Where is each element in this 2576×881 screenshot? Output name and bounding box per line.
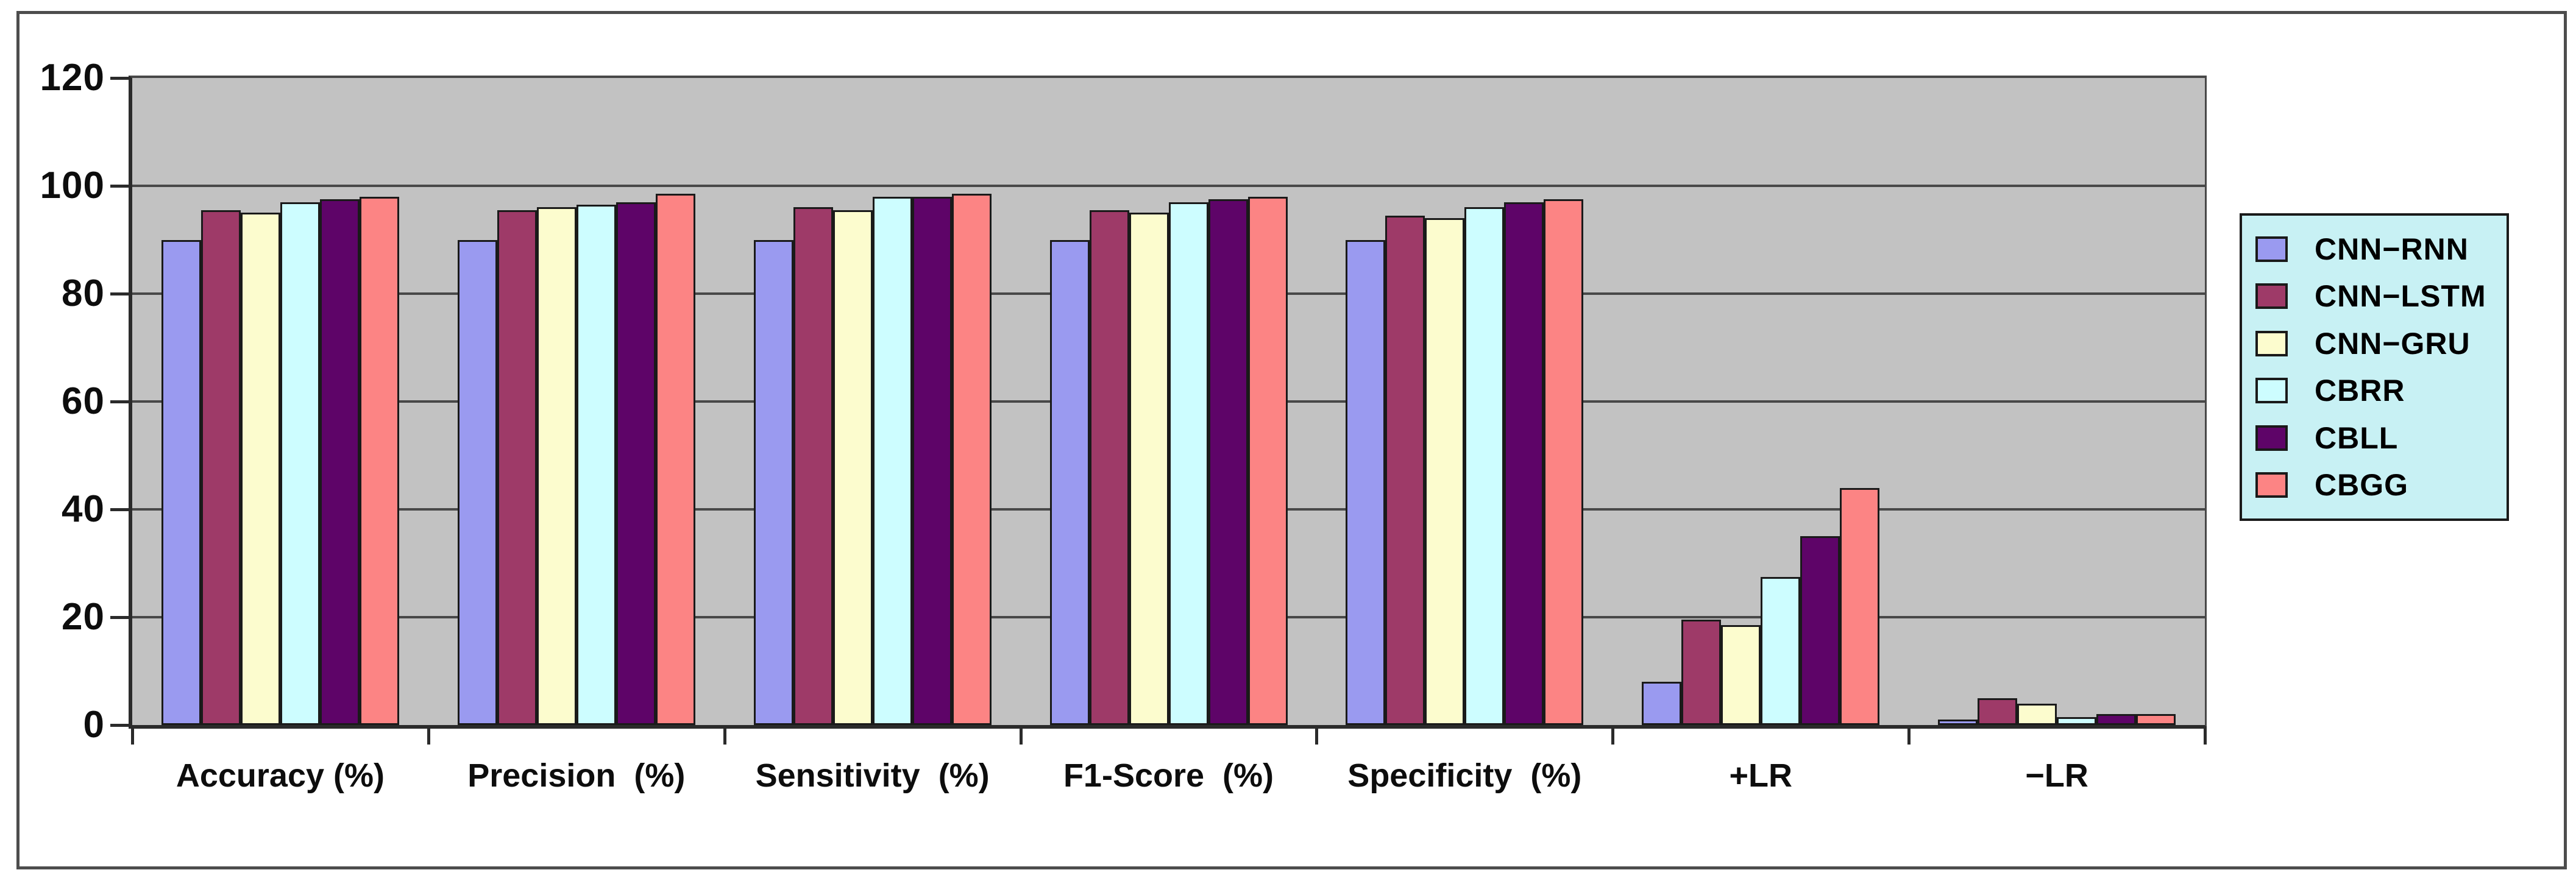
- legend-item-CBRR: CBRR: [2255, 373, 2507, 408]
- bar-CBRR-Sensitivity (%): [872, 196, 912, 725]
- bar-CNN−GRU-−LR: [2017, 703, 2057, 725]
- y-tick-mark-0: [110, 724, 129, 727]
- bar-CNN−LSTM-Accuracy (%): [200, 210, 241, 725]
- legend-swatch-icon: [2255, 425, 2288, 451]
- plot-area: [129, 76, 2207, 729]
- bar-CNN−LSTM-+LR: [1681, 620, 1722, 725]
- legend-swatch-icon: [2255, 472, 2288, 498]
- y-tick-label-60: 60: [62, 380, 105, 422]
- bar-CBGG-−LR: [2136, 714, 2176, 725]
- legend-label: CNN−RNN: [2315, 232, 2469, 266]
- bar-CNN−GRU-Sensitivity (%): [832, 210, 873, 725]
- legend-swatch-icon: [2255, 378, 2288, 404]
- legend-label: CNN−LSTM: [2315, 279, 2486, 314]
- y-tick-label-40: 40: [62, 488, 105, 530]
- bar-CBGG-Accuracy (%): [359, 196, 399, 725]
- bar-CNN−LSTM-Precision (%): [497, 210, 537, 725]
- gridline-y-100: [132, 185, 2205, 187]
- bar-CNN−LSTM-Sensitivity (%): [793, 207, 833, 725]
- y-tick-mark-20: [110, 616, 129, 619]
- bar-CBRR-F1-Score (%): [1168, 202, 1208, 725]
- legend-label: CNN−GRU: [2315, 326, 2471, 361]
- bar-CNN−GRU-+LR: [1721, 625, 1761, 725]
- y-tick-mark-120: [110, 77, 129, 80]
- bar-CBGG-+LR: [1840, 487, 1880, 725]
- bar-CBLL-Sensitivity (%): [912, 196, 952, 725]
- y-tick-label-100: 100: [40, 165, 105, 207]
- x-category-label-−LR: −LR: [2025, 757, 2088, 794]
- bar-CBRR-Specificity (%): [1464, 207, 1505, 725]
- bar-CBLL-+LR: [1800, 536, 1840, 725]
- legend-item-CBLL: CBLL: [2255, 420, 2507, 456]
- bar-CNN−LSTM-F1-Score (%): [1089, 210, 1129, 725]
- bar-CBGG-F1-Score (%): [1247, 196, 1288, 725]
- bar-CBRR-+LR: [1761, 576, 1801, 725]
- x-category-label-Sensitivity (%): Sensitivity (%): [755, 757, 990, 794]
- x-tick-mark-5: [1611, 726, 1615, 745]
- bar-CBGG-Specificity (%): [1544, 199, 1584, 725]
- y-tick-mark-40: [110, 508, 129, 511]
- x-category-label-Accuracy (%): Accuracy (%): [176, 757, 385, 794]
- legend-label: CBGG: [2315, 468, 2408, 503]
- y-tick-label-20: 20: [62, 596, 105, 638]
- legend-item-CNN−RNN: CNN−RNN: [2255, 232, 2507, 267]
- y-tick-label-0: 0: [83, 704, 105, 746]
- x-tick-mark-2: [723, 726, 726, 745]
- legend-label: CBLL: [2315, 420, 2399, 455]
- legend-swatch-icon: [2255, 236, 2288, 262]
- bar-CNN−GRU-Precision (%): [536, 207, 577, 725]
- y-tick-label-120: 120: [40, 57, 105, 99]
- x-category-label-Precision (%): Precision (%): [467, 757, 686, 794]
- bar-CBLL-Accuracy (%): [319, 199, 360, 725]
- bar-CNN−GRU-Accuracy (%): [240, 213, 280, 725]
- bar-CBRR-Precision (%): [576, 204, 616, 725]
- x-category-label-Specificity (%): Specificity (%): [1347, 757, 1582, 794]
- bar-CBGG-Precision (%): [655, 194, 695, 725]
- bar-CBRR-−LR: [2057, 716, 2097, 725]
- bar-CNN−RNN-−LR: [1938, 720, 1978, 725]
- legend-item-CBGG: CBGG: [2255, 467, 2507, 503]
- legend-swatch-icon: [2255, 283, 2288, 310]
- bar-CNN−RNN-F1-Score (%): [1049, 239, 1090, 725]
- bar-CNN−LSTM-Specificity (%): [1385, 215, 1425, 725]
- bar-CNN−GRU-Specificity (%): [1425, 218, 1465, 725]
- bar-CBLL-Specificity (%): [1504, 202, 1544, 725]
- legend-label: CBRR: [2315, 373, 2405, 408]
- y-tick-label-80: 80: [62, 272, 105, 314]
- y-tick-mark-60: [110, 400, 129, 403]
- bar-CNN−RNN-+LR: [1642, 682, 1682, 725]
- legend-item-CNN−LSTM: CNN−LSTM: [2255, 278, 2507, 314]
- bar-CBRR-Accuracy (%): [280, 202, 320, 725]
- x-tick-mark-4: [1315, 726, 1319, 745]
- legend-item-CNN−GRU: CNN−GRU: [2255, 326, 2507, 361]
- bar-CBLL-F1-Score (%): [1208, 199, 1248, 725]
- bar-CBGG-Sensitivity (%): [951, 194, 992, 725]
- bar-CNN−RNN-Precision (%): [457, 239, 497, 725]
- x-tick-mark-3: [1019, 726, 1023, 745]
- bar-CBLL-−LR: [2096, 714, 2137, 725]
- y-tick-mark-80: [110, 292, 129, 295]
- x-category-label-F1-Score (%): F1-Score (%): [1063, 757, 1274, 794]
- x-tick-mark-0: [131, 726, 134, 745]
- x-tick-mark-1: [427, 726, 430, 745]
- y-tick-mark-100: [110, 185, 129, 188]
- bar-CNN−RNN-Sensitivity (%): [753, 239, 793, 725]
- bar-CNN−RNN-Accuracy (%): [161, 239, 201, 725]
- x-category-label-+LR: +LR: [1729, 757, 1792, 794]
- bar-CNN−LSTM-−LR: [1978, 698, 2018, 725]
- bar-CBLL-Precision (%): [616, 202, 656, 725]
- legend-swatch-icon: [2255, 330, 2288, 356]
- bar-CNN−RNN-Specificity (%): [1346, 239, 1386, 725]
- bar-CNN−GRU-F1-Score (%): [1129, 213, 1169, 725]
- legend: CNN−RNN CNN−LSTM CNN−GRU CBRR CBLL CBGG: [2240, 213, 2509, 521]
- x-tick-mark-7: [2204, 726, 2207, 745]
- x-tick-mark-6: [1907, 726, 1911, 745]
